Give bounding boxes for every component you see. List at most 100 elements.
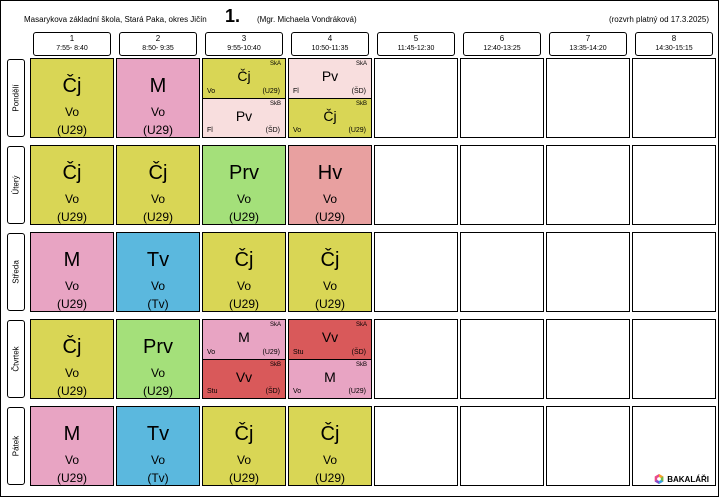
lesson-teacher: Vo — [150, 366, 165, 380]
lesson-subject: Pv — [235, 108, 253, 124]
period-time: 13:35-14:20 — [569, 45, 607, 52]
period-number: 7 — [585, 34, 591, 43]
lesson-group-part[interactable]: SkB M Vo (U29) — [289, 360, 371, 398]
lesson-cell[interactable]: Čj Vo (U29) — [30, 319, 114, 399]
class-name: 1. — [225, 6, 241, 26]
lesson-room: (U29) — [314, 297, 345, 311]
day-header-1: Pondělí — [7, 59, 25, 137]
lesson-teacher: Vo — [322, 279, 337, 293]
lesson-cell[interactable]: SkA Pv Fl (ŠD) SkB Čj Vo (U29) — [288, 58, 372, 138]
day-header-3: Středa — [7, 233, 25, 311]
empty-cell — [546, 319, 630, 399]
lesson-subject: Čj — [323, 108, 337, 124]
empty-cell — [460, 145, 544, 225]
lesson-cell[interactable]: M Vo (U29) — [30, 232, 114, 312]
lesson-group-part[interactable]: SkB Čj Vo (U29) — [289, 99, 371, 137]
lesson-teacher: Vo — [207, 88, 216, 95]
lesson-room: (U29) — [56, 297, 87, 311]
empty-cell — [632, 145, 716, 225]
lesson-cell[interactable]: Tv Vo (Tv) — [116, 406, 200, 486]
lesson-subject: M — [238, 329, 250, 345]
lesson-teacher: Vo — [150, 453, 165, 467]
lesson-cell[interactable]: Čj Vo (U29) — [202, 406, 286, 486]
lesson-teacher: Vo — [64, 279, 79, 293]
empty-cell — [632, 319, 716, 399]
period-number: 8 — [671, 34, 677, 43]
period-time: 10:50-11:35 — [311, 45, 349, 52]
lesson-cell[interactable]: SkA Vv Stu (ŠD) SkB M Vo (U29) — [288, 319, 372, 399]
day-label: Středa — [11, 260, 21, 284]
period-number: 6 — [499, 34, 505, 43]
lesson-teacher: Vo — [150, 105, 165, 119]
lesson-teacher: Vo — [64, 105, 79, 119]
lesson-subject: Čj — [62, 75, 82, 97]
lesson-cell[interactable]: Prv Vo (U29) — [116, 319, 200, 399]
period-time: 11:45-12:30 — [397, 45, 435, 52]
lesson-group-part[interactable]: SkA M Vo (U29) — [203, 320, 285, 360]
school-name: Masarykova základní škola, Stará Paka, o… — [24, 15, 207, 24]
lesson-room: (U29) — [142, 384, 173, 398]
period-time: 7:55- 8:40 — [56, 45, 88, 52]
day-header-4: Čtvrtek — [7, 320, 25, 398]
empty-cell — [460, 406, 544, 486]
day-label: Pondělí — [11, 84, 21, 112]
empty-cell — [374, 232, 458, 312]
lesson-cell[interactable]: Čj Vo (U29) — [288, 232, 372, 312]
lesson-room: (U29) — [56, 471, 87, 485]
lesson-group-part[interactable]: SkA Pv Fl (ŠD) — [289, 59, 371, 99]
bakalari-logo-icon — [654, 474, 664, 484]
empty-cell — [460, 319, 544, 399]
empty-cell — [546, 58, 630, 138]
lesson-group-part[interactable]: SkA Čj Vo (U29) — [203, 59, 285, 99]
lesson-cell[interactable]: Hv Vo (U29) — [288, 145, 372, 225]
lesson-room: (Tv) — [147, 471, 169, 485]
lesson-group-part[interactable]: SkB Vv Stu (ŠD) — [203, 360, 285, 398]
group-label: SkA — [355, 322, 367, 328]
validity-date: (rozvrh platný od 17.3.2025) — [608, 15, 709, 24]
lesson-room: (U29) — [56, 384, 87, 398]
lesson-group-part[interactable]: SkB Pv Fl (ŠD) — [203, 99, 285, 137]
lesson-teacher: Fl — [293, 88, 299, 95]
lesson-cell[interactable]: M Vo (U29) — [30, 406, 114, 486]
lesson-cell[interactable]: Čj Vo (U29) — [202, 232, 286, 312]
day-header-5: Pátek — [7, 407, 25, 485]
group-label: SkB — [355, 101, 367, 107]
lesson-subject: Čj — [320, 423, 340, 445]
lesson-cell[interactable]: Čj Vo (U29) — [30, 58, 114, 138]
lesson-subject: Čj — [237, 68, 251, 84]
lesson-room: (U29) — [56, 210, 87, 224]
lesson-cell[interactable]: Prv Vo (U29) — [202, 145, 286, 225]
lesson-room: (U29) — [262, 88, 280, 95]
lesson-cell[interactable]: Čj Vo (U29) — [30, 145, 114, 225]
lesson-teacher: Stu — [207, 388, 218, 395]
lesson-subject: Prv — [143, 336, 173, 358]
lesson-subject: Čj — [62, 162, 82, 184]
group-label: SkA — [355, 61, 367, 67]
lesson-subject: M — [149, 75, 167, 97]
bakalari-logo: BAKALÁŘI — [654, 474, 709, 484]
lesson-group-part[interactable]: SkA Vv Stu (ŠD) — [289, 320, 371, 360]
group-label: SkA — [269, 61, 281, 67]
lesson-cell[interactable]: SkA M Vo (U29) SkB Vv Stu (ŠD) — [202, 319, 286, 399]
lesson-room: (ŠD) — [351, 88, 366, 95]
lesson-cell[interactable]: SkA Čj Vo (U29) SkB Pv Fl (ŠD) — [202, 58, 286, 138]
lesson-room: (U29) — [228, 210, 259, 224]
lesson-cell[interactable]: Tv Vo (Tv) — [116, 232, 200, 312]
group-label: SkA — [269, 322, 281, 328]
period-header-2: 2 8:50- 9:35 — [119, 32, 197, 56]
period-number: 4 — [327, 34, 333, 43]
empty-cell — [374, 319, 458, 399]
period-header-3: 3 9:55-10:40 — [205, 32, 283, 56]
period-time: 14:30-15:15 — [655, 45, 693, 52]
day-label: Čtvrtek — [11, 346, 21, 372]
lesson-cell[interactable]: M Vo (U29) — [116, 58, 200, 138]
empty-cell — [460, 232, 544, 312]
lesson-cell[interactable]: Čj Vo (U29) — [116, 145, 200, 225]
period-number: 2 — [155, 34, 161, 43]
period-header-6: 6 12:40-13:25 — [463, 32, 541, 56]
lesson-teacher: Vo — [236, 279, 251, 293]
lesson-subject: Hv — [317, 162, 343, 184]
lesson-cell[interactable]: Čj Vo (U29) — [288, 406, 372, 486]
lesson-subject: Vv — [321, 329, 339, 345]
empty-cell — [632, 232, 716, 312]
